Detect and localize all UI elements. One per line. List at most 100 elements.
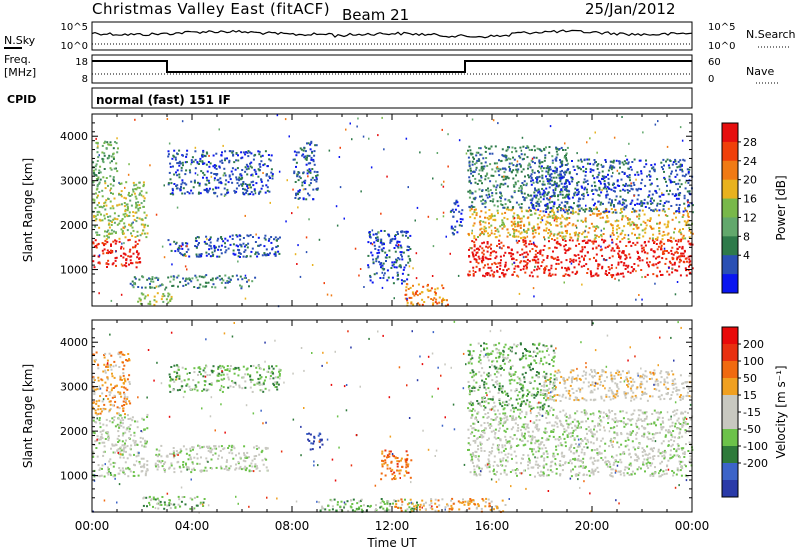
- heatmap-cell: [500, 197, 502, 200]
- heatmap-cell: [669, 179, 672, 182]
- heatmap-cell: [154, 277, 157, 280]
- heatmap-cell: [128, 358, 130, 360]
- heatmap-cell: [168, 467, 171, 470]
- heatmap-cell: [473, 211, 476, 214]
- heatmap-cell: [380, 229, 383, 232]
- heatmap-cell: [109, 175, 112, 178]
- heatmap-cell: [407, 463, 410, 466]
- heatmap-cell: [136, 230, 139, 233]
- heatmap-cell: [555, 147, 558, 150]
- heatmap-cell: [112, 475, 115, 478]
- heatmap-cell: [394, 250, 397, 253]
- heatmap-cell: [122, 374, 125, 377]
- heatmap-cell: [264, 254, 267, 257]
- heatmap-cell: [472, 170, 475, 173]
- heatmap-cell: [123, 473, 126, 476]
- heatmap-cell: [485, 194, 488, 197]
- heatmap-cell: [218, 181, 221, 184]
- heatmap-cell: [434, 293, 437, 296]
- heatmap-cell: [175, 450, 178, 453]
- heatmap-cell: [274, 376, 277, 379]
- heatmap-cell: [98, 262, 101, 265]
- heatmap-cell: [92, 406, 95, 409]
- heatmap-cell: [311, 168, 314, 170]
- heatmap-cell: [356, 508, 359, 511]
- heatmap-cell: [637, 236, 640, 239]
- heatmap-cell: [682, 158, 685, 161]
- heatmap-cell: [254, 192, 257, 195]
- heatmap-cell: [169, 165, 172, 168]
- heatmap-cell: [229, 367, 232, 370]
- heatmap-cell: [395, 266, 398, 269]
- heatmap-cell: [238, 176, 241, 179]
- heatmap-cell: [505, 156, 508, 159]
- heatmap-cell: [479, 232, 482, 235]
- heatmap-cell: [510, 209, 513, 212]
- heatmap-cell: [581, 193, 583, 196]
- heatmap-cell: [98, 181, 101, 184]
- heatmap-cell: [583, 178, 586, 181]
- heatmap-cell: [482, 253, 485, 256]
- heatmap-cell: [171, 285, 174, 287]
- heatmap-cell: [679, 165, 682, 168]
- heatmap-cell: [179, 448, 182, 451]
- heatmap-cell: [566, 201, 569, 203]
- heatmap-cell: [232, 154, 235, 157]
- heatmap-cell: [183, 390, 186, 393]
- heatmap-cell: [598, 179, 600, 182]
- heatmap-cell: [658, 261, 661, 264]
- heatmap-cell: [122, 256, 125, 259]
- heatmap-cell: [580, 185, 583, 188]
- heatmap-cell: [120, 247, 122, 250]
- heatmap-cell: [666, 250, 668, 252]
- heatmap-cell: [242, 151, 245, 154]
- heatmap-cell: [229, 235, 232, 238]
- heatmap-cell: [534, 189, 537, 192]
- heatmap-cell: [130, 255, 133, 258]
- heatmap-cell: [198, 370, 201, 373]
- heatmap-cell: [126, 457, 129, 460]
- heatmap-cell: [405, 264, 408, 267]
- heatmap-cell: [391, 261, 394, 264]
- heatmap-cell: [107, 468, 110, 470]
- heatmap-cell: [219, 177, 222, 180]
- heatmap-cell: [593, 225, 596, 228]
- heatmap-cell: [133, 434, 136, 437]
- heatmap-cell: [513, 230, 516, 233]
- heatmap-cell: [478, 188, 481, 191]
- heatmap-cell: [530, 180, 532, 183]
- heatmap-cell: [258, 163, 261, 165]
- heatmap-cell: [551, 273, 554, 276]
- heatmap-cell: [573, 202, 575, 205]
- heatmap-cell: [474, 177, 477, 180]
- heatmap-cell: [567, 195, 570, 198]
- heatmap-cell: [524, 175, 526, 178]
- heatmap-cell: [591, 189, 594, 191]
- heatmap-cell: [184, 283, 187, 286]
- heatmap-cell: [533, 191, 536, 194]
- heatmap-cell: [243, 245, 246, 248]
- heatmap-cell: [547, 236, 550, 239]
- heatmap-cell: [218, 128, 220, 131]
- heatmap-cell: [104, 239, 107, 242]
- heatmap-cell: [605, 187, 608, 190]
- heatmap-cell: [615, 159, 618, 162]
- heatmap-cell: [216, 239, 219, 242]
- heatmap-cell: [502, 269, 505, 272]
- heatmap-cell: [533, 235, 536, 238]
- heatmap-cell: [525, 230, 528, 233]
- heatmap-cell: [686, 260, 688, 263]
- heatmap-cell: [237, 245, 239, 248]
- heatmap-cell: [110, 474, 113, 476]
- heatmap-cell: [383, 274, 385, 277]
- heatmap-cell: [611, 255, 614, 258]
- heatmap-cell: [516, 163, 519, 166]
- heatmap-cell: [577, 208, 580, 211]
- heatmap-cell: [374, 247, 377, 250]
- heatmap-cell: [137, 300, 140, 303]
- heatmap-cell: [620, 272, 622, 275]
- heatmap-cell: [306, 154, 309, 157]
- heatmap-cell: [121, 379, 123, 381]
- heatmap-cell: [445, 235, 447, 238]
